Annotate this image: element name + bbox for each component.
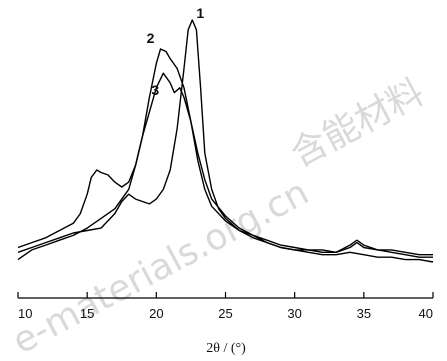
x-axis-label: 2θ / (°)	[206, 341, 246, 356]
x-tick-label: 10	[18, 306, 32, 321]
x-tick-label: 15	[80, 306, 94, 321]
x-tick-label: 20	[149, 306, 163, 321]
x-tick-label: 25	[218, 306, 232, 321]
series-line-3	[17, 72, 434, 263]
x-tick-label: 35	[357, 306, 371, 321]
series-label-2: 2	[147, 30, 155, 46]
plot-area: 1 2 3	[17, 5, 434, 263]
series-line-1	[17, 19, 433, 258]
x-axis: 10 15 20 25 30 35 40	[17, 292, 434, 321]
series-line-2	[17, 48, 433, 256]
series-label-3: 3	[151, 82, 159, 98]
watermark-cjk: 含能材料	[284, 72, 430, 176]
x-tick-label: 40	[419, 306, 433, 321]
x-tick-label: 30	[287, 306, 301, 321]
series-label-1: 1	[196, 5, 204, 21]
watermark-latin: e-materials.org.cn	[6, 172, 315, 361]
